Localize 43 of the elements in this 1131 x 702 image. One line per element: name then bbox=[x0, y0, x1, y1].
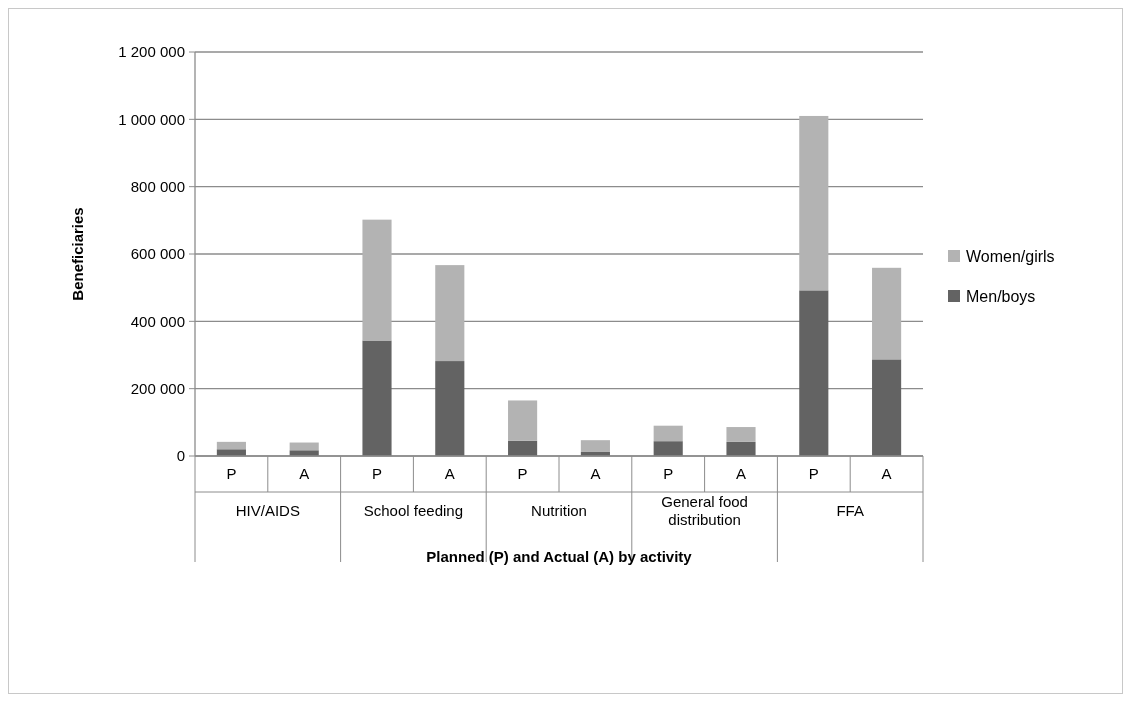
text: General food distribution bbox=[661, 493, 748, 528]
bar bbox=[726, 427, 756, 442]
x-tick-label: A bbox=[735, 465, 747, 483]
y-tick-label: 600 000 bbox=[130, 245, 185, 263]
y-tick-label: 0 bbox=[176, 447, 185, 465]
bar bbox=[508, 440, 538, 456]
bar bbox=[580, 440, 610, 452]
x-tick-label: A bbox=[444, 465, 455, 483]
bar bbox=[362, 340, 392, 456]
y-tick-label: 400 000 bbox=[130, 312, 185, 330]
bar bbox=[799, 115, 829, 291]
bar bbox=[362, 219, 392, 341]
bar bbox=[653, 425, 683, 442]
x-tick-label: P bbox=[808, 465, 819, 483]
bar bbox=[289, 442, 319, 451]
x-tick-label: P bbox=[663, 465, 674, 483]
bar bbox=[872, 267, 902, 360]
text: School feeding bbox=[363, 502, 464, 519]
x-tick-label: A bbox=[299, 465, 310, 483]
legend-label: Men/boys bbox=[966, 287, 1036, 305]
legend-label: Women/girls bbox=[966, 247, 1055, 265]
bar bbox=[435, 265, 465, 362]
x-tick-label: P bbox=[226, 465, 237, 483]
y-tick-label: 800 000 bbox=[130, 177, 185, 195]
x-tick-label: A bbox=[881, 465, 892, 483]
bar bbox=[216, 441, 246, 450]
y-tick-label: 1 200 000 bbox=[118, 43, 185, 61]
y-tick-label: 1 000 000 bbox=[118, 110, 185, 128]
bar bbox=[508, 400, 538, 441]
y-axis-title: Beneficiaries bbox=[69, 207, 86, 301]
bar bbox=[726, 441, 756, 456]
bar bbox=[799, 290, 829, 456]
x-axis-title: Planned (P) and Actual (A) by activity bbox=[426, 548, 693, 565]
text: HIV/AIDS bbox=[235, 502, 300, 519]
bar bbox=[435, 361, 465, 456]
text: FFA bbox=[836, 502, 864, 519]
bar bbox=[653, 441, 683, 456]
bar bbox=[872, 359, 902, 456]
text: Nutrition bbox=[531, 502, 587, 519]
x-tick-label: P bbox=[371, 465, 383, 483]
y-tick-label: 200 000 bbox=[130, 379, 185, 397]
x-tick-label: A bbox=[590, 465, 601, 483]
x-tick-label: P bbox=[517, 465, 528, 483]
